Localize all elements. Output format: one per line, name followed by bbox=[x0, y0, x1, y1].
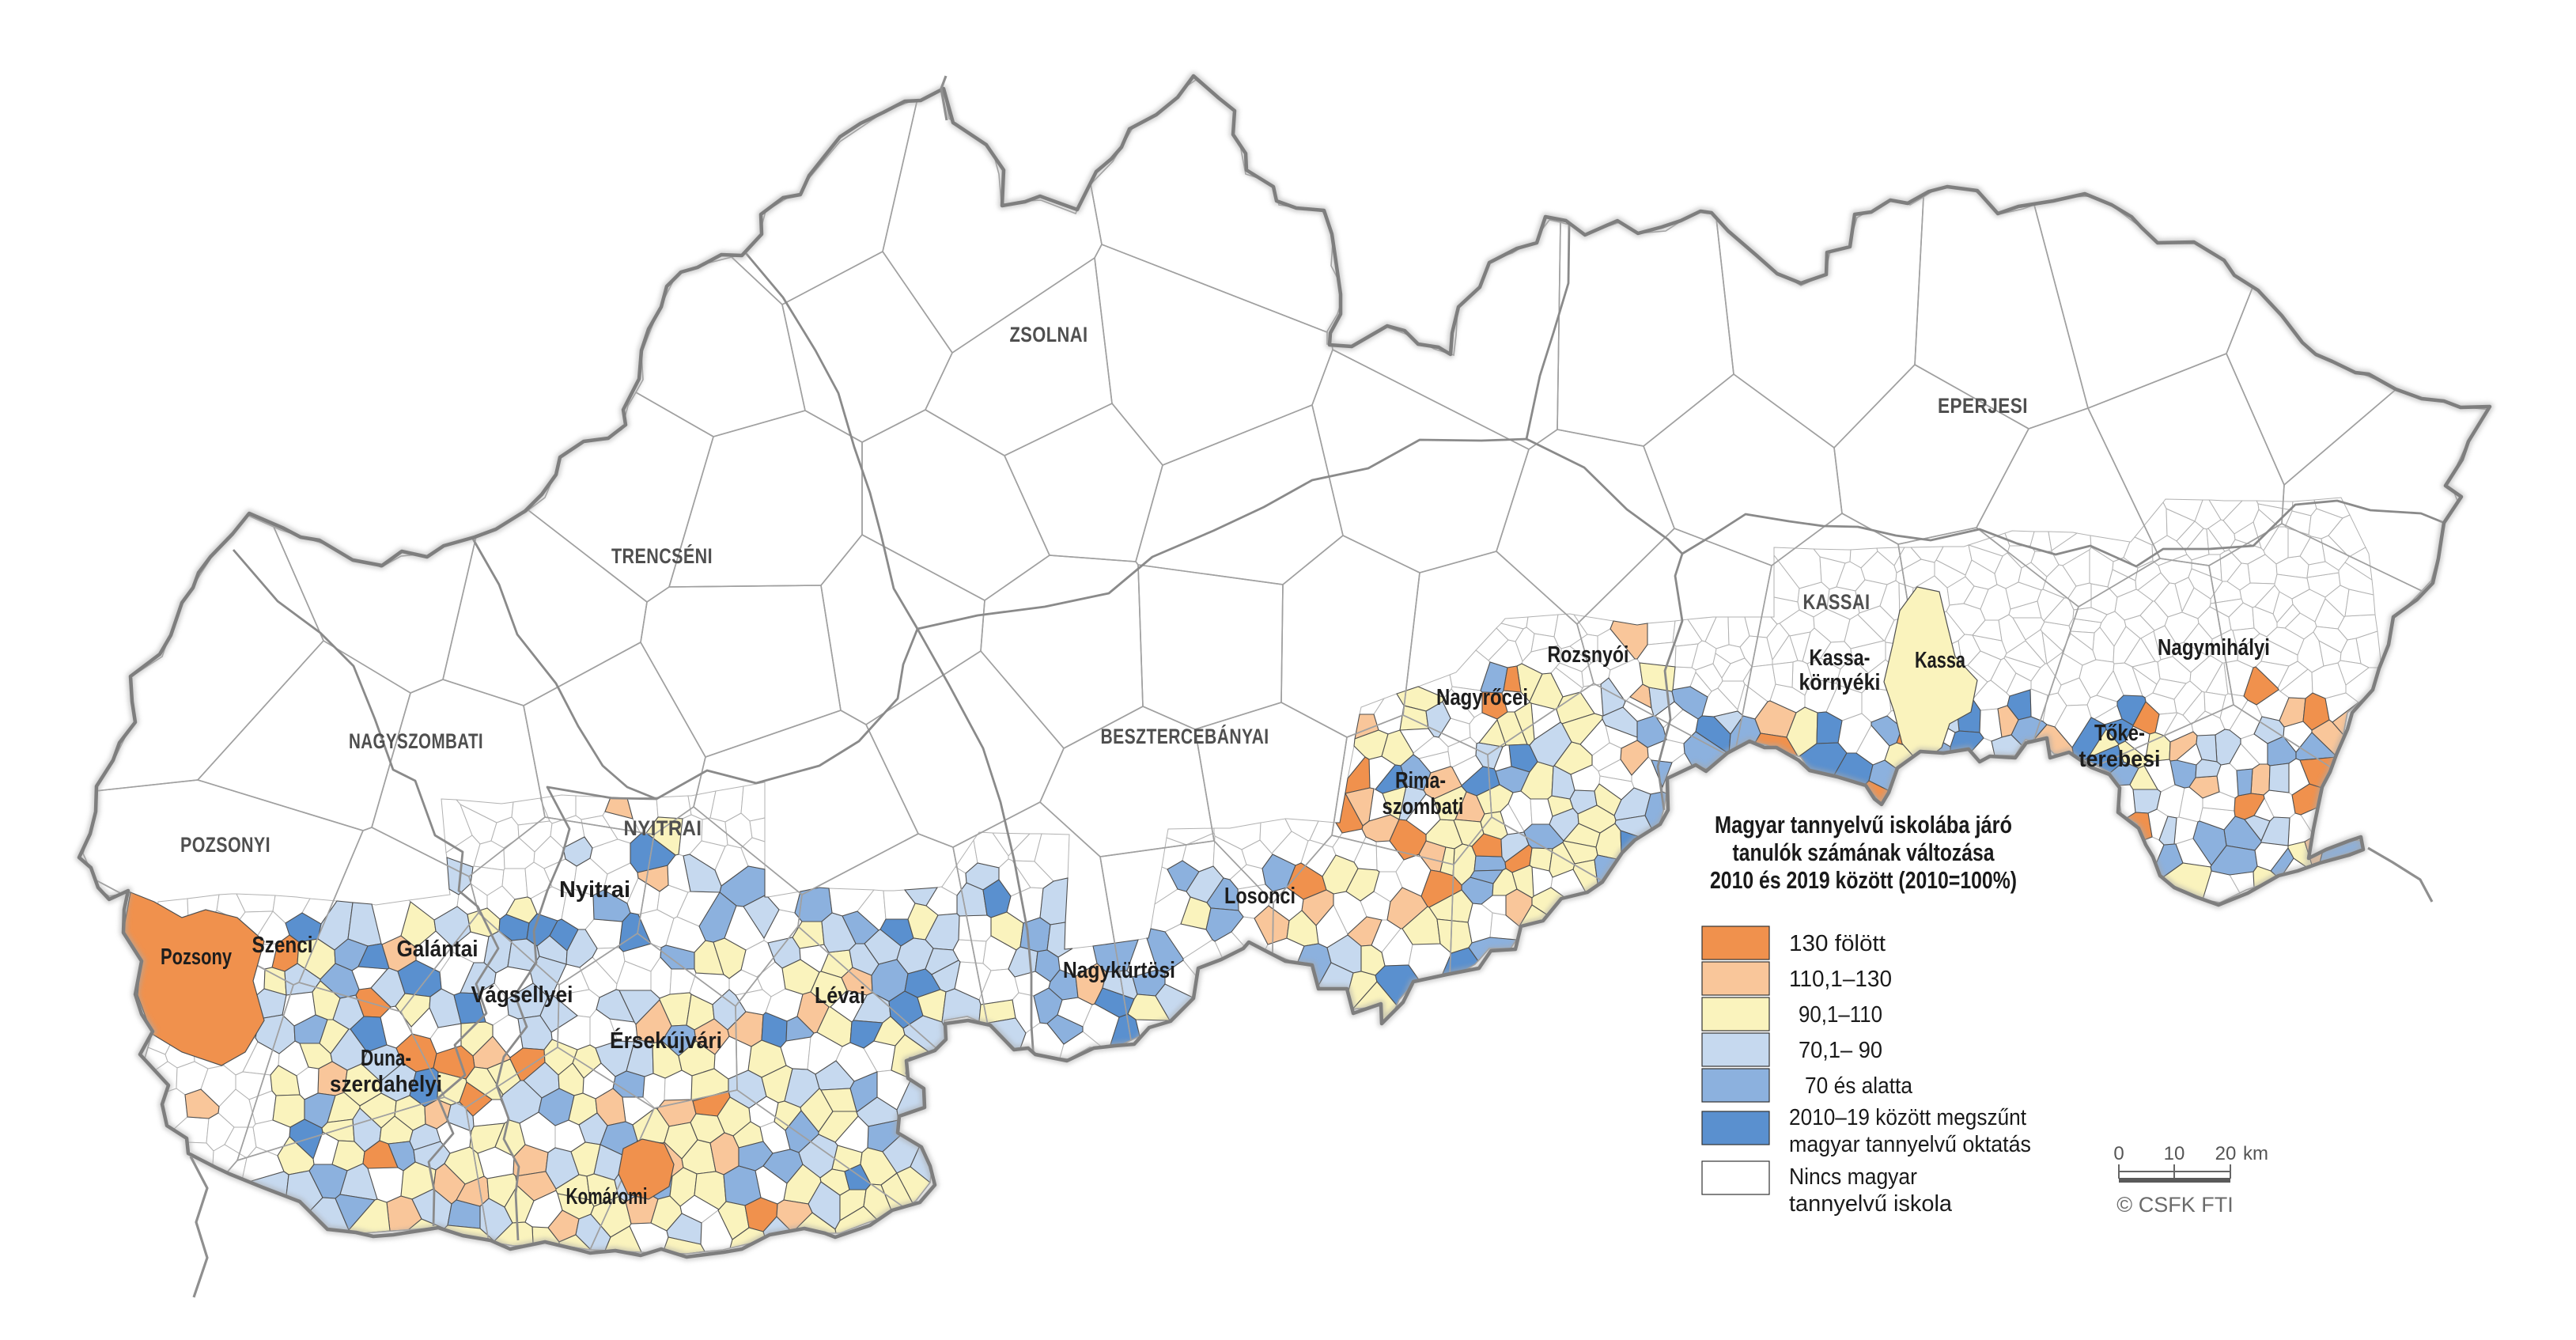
svg-text:Rozsnyói: Rozsnyói bbox=[1548, 642, 1629, 668]
svg-text:130 fölött: 130 fölött bbox=[1789, 931, 1886, 956]
svg-text:Komáromi: Komáromi bbox=[566, 1184, 648, 1209]
svg-text:BESZTERCEBÁNYAI: BESZTERCEBÁNYAI bbox=[1101, 724, 1269, 748]
svg-text:terebesi: terebesi bbox=[2079, 747, 2161, 772]
svg-text:Pozsony: Pozsony bbox=[161, 944, 232, 970]
svg-text:Lévai: Lévai bbox=[815, 983, 865, 1009]
svg-text:Galántai: Galántai bbox=[397, 937, 479, 962]
svg-text:magyar tannyelvű oktatás: magyar tannyelvű oktatás bbox=[1789, 1132, 2031, 1157]
svg-text:EPERJESI: EPERJESI bbox=[1938, 394, 2028, 418]
svg-text:Nyitrai: Nyitrai bbox=[559, 877, 630, 903]
svg-text:0: 0 bbox=[2113, 1143, 2124, 1164]
svg-text:2010–19 között megszűnt: 2010–19 között megszűnt bbox=[1789, 1105, 2026, 1130]
svg-text:© CSFK FTI: © CSFK FTI bbox=[2116, 1193, 2233, 1217]
svg-text:10: 10 bbox=[2164, 1143, 2185, 1164]
svg-text:20: 20 bbox=[2215, 1143, 2237, 1164]
svg-text:Érsekújvári: Érsekújvári bbox=[610, 1027, 722, 1054]
svg-text:90,1–110: 90,1–110 bbox=[1799, 1002, 1882, 1028]
svg-text:NYITRAI: NYITRAI bbox=[624, 816, 702, 840]
svg-text:Nagykürtösi: Nagykürtösi bbox=[1063, 958, 1175, 983]
svg-text:Kassa: Kassa bbox=[1915, 648, 1966, 673]
svg-text:NAGYSZOMBATI: NAGYSZOMBATI bbox=[349, 729, 483, 753]
svg-text:110,1–130: 110,1–130 bbox=[1789, 967, 1892, 992]
svg-text:szombati: szombati bbox=[1383, 794, 1464, 820]
svg-text:tanulók számának változása: tanulók számának változása bbox=[1733, 838, 1995, 866]
svg-text:POZSONYI: POZSONYI bbox=[180, 833, 270, 857]
svg-text:tannyelvű iskola: tannyelvű iskola bbox=[1789, 1191, 1953, 1217]
svg-text:TRENCSÉNI: TRENCSÉNI bbox=[611, 543, 713, 568]
svg-text:Nagyrőcei: Nagyrőcei bbox=[1436, 685, 1528, 710]
svg-text:Nagymihályi: Nagymihályi bbox=[2158, 635, 2270, 661]
svg-text:környéki: környéki bbox=[1799, 670, 1881, 695]
svg-text:70 és alatta: 70 és alatta bbox=[1805, 1073, 1913, 1099]
svg-text:Szenci: Szenci bbox=[252, 933, 313, 958]
svg-text:70,1– 90: 70,1– 90 bbox=[1799, 1038, 1882, 1063]
svg-text:Losonci: Losonci bbox=[1224, 884, 1296, 909]
svg-text:Duna-: Duna- bbox=[361, 1046, 411, 1071]
svg-text:Vágsellyei: Vágsellyei bbox=[471, 982, 573, 1008]
svg-text:Tőke-: Tőke- bbox=[2094, 721, 2145, 746]
svg-text:KASSAI: KASSAI bbox=[1803, 590, 1871, 614]
svg-text:szerdahelyi: szerdahelyi bbox=[330, 1072, 442, 1097]
svg-text:Kassa-: Kassa- bbox=[1810, 645, 1871, 671]
svg-text:2010 és 2019 között (2010=100%: 2010 és 2019 között (2010=100%) bbox=[1710, 866, 2017, 894]
svg-text:Magyar tannyelvű iskolába járó: Magyar tannyelvű iskolába járó bbox=[1715, 811, 2012, 838]
svg-text:Nincs magyar: Nincs magyar bbox=[1789, 1164, 1917, 1190]
svg-text:ZSOLNAI: ZSOLNAI bbox=[1010, 323, 1088, 346]
svg-text:km: km bbox=[2243, 1143, 2268, 1164]
svg-text:Rima-: Rima- bbox=[1395, 768, 1446, 793]
